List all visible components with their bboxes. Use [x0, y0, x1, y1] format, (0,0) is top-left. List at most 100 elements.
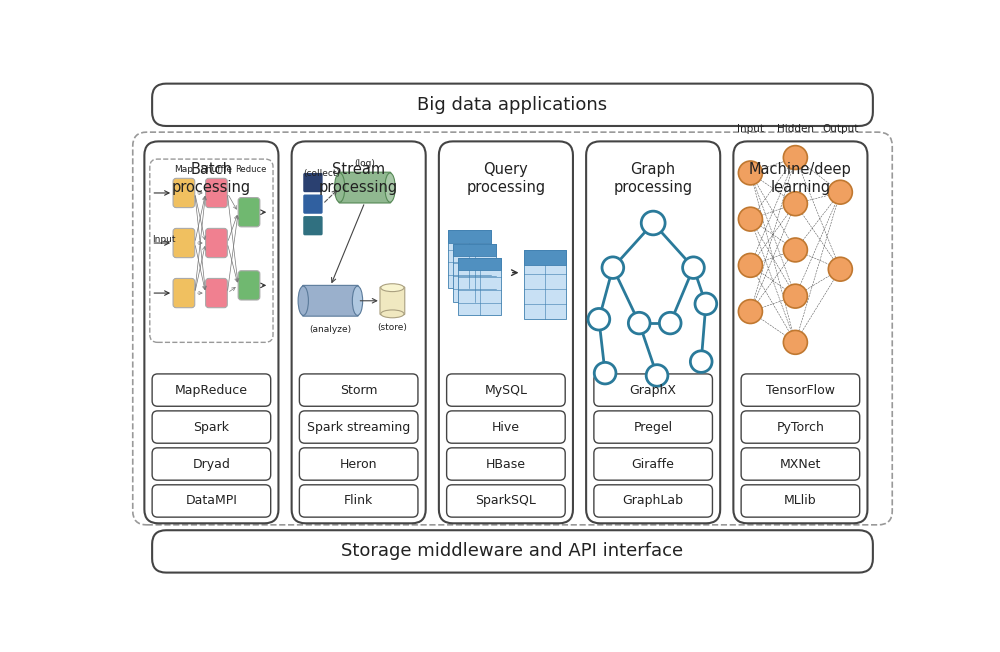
Circle shape	[828, 258, 852, 281]
Circle shape	[783, 238, 807, 262]
Text: Machine/deep
learning: Machine/deep learning	[749, 162, 852, 195]
FancyBboxPatch shape	[173, 278, 195, 308]
Text: Spark streaming: Spark streaming	[307, 421, 410, 434]
FancyBboxPatch shape	[303, 216, 323, 235]
Circle shape	[738, 161, 762, 185]
FancyBboxPatch shape	[453, 244, 496, 301]
FancyBboxPatch shape	[152, 530, 873, 572]
FancyBboxPatch shape	[173, 179, 195, 207]
FancyBboxPatch shape	[299, 485, 418, 517]
Ellipse shape	[335, 173, 345, 202]
Circle shape	[641, 211, 665, 235]
Ellipse shape	[381, 284, 404, 291]
FancyBboxPatch shape	[152, 83, 873, 126]
Text: Flink: Flink	[344, 494, 373, 507]
FancyBboxPatch shape	[439, 141, 573, 524]
FancyBboxPatch shape	[586, 141, 720, 524]
Text: Output: Output	[822, 125, 859, 134]
Text: MLlib: MLlib	[784, 494, 817, 507]
FancyBboxPatch shape	[150, 159, 273, 342]
FancyBboxPatch shape	[458, 258, 501, 316]
Text: (log): (log)	[354, 158, 375, 168]
Circle shape	[738, 207, 762, 231]
Text: Pregel: Pregel	[634, 421, 673, 434]
Text: MySQL: MySQL	[484, 383, 527, 396]
Circle shape	[628, 312, 650, 334]
FancyBboxPatch shape	[303, 173, 323, 192]
FancyBboxPatch shape	[458, 258, 501, 271]
FancyBboxPatch shape	[292, 141, 426, 524]
Text: Map: Map	[174, 164, 193, 173]
Text: SparkSQL: SparkSQL	[475, 494, 536, 507]
Circle shape	[690, 351, 712, 372]
Text: Reduce: Reduce	[235, 164, 266, 173]
Text: Batch
processing: Batch processing	[172, 162, 251, 195]
Text: (store): (store)	[377, 323, 407, 332]
Text: Dryad: Dryad	[192, 458, 230, 471]
FancyBboxPatch shape	[524, 250, 566, 319]
Text: HBase: HBase	[486, 458, 526, 471]
FancyBboxPatch shape	[173, 228, 195, 258]
FancyBboxPatch shape	[741, 485, 860, 517]
FancyBboxPatch shape	[206, 228, 227, 258]
Circle shape	[783, 192, 807, 216]
Text: Hive: Hive	[492, 421, 520, 434]
FancyBboxPatch shape	[339, 172, 391, 203]
Text: GraphLab: GraphLab	[623, 494, 684, 507]
Circle shape	[783, 145, 807, 170]
FancyBboxPatch shape	[152, 448, 271, 480]
Text: Big data applications: Big data applications	[417, 96, 608, 114]
Ellipse shape	[352, 286, 363, 316]
FancyBboxPatch shape	[144, 141, 278, 524]
Text: (analyze): (analyze)	[309, 325, 351, 334]
FancyBboxPatch shape	[238, 271, 260, 300]
FancyBboxPatch shape	[524, 250, 566, 265]
Text: Heron: Heron	[340, 458, 377, 471]
Text: Query
processing: Query processing	[466, 162, 545, 195]
FancyBboxPatch shape	[447, 448, 565, 480]
FancyBboxPatch shape	[741, 448, 860, 480]
FancyBboxPatch shape	[448, 230, 491, 288]
Text: Spark: Spark	[193, 421, 229, 434]
FancyBboxPatch shape	[302, 286, 358, 316]
Text: MapReduce: MapReduce	[175, 383, 248, 396]
Text: DataMPI: DataMPI	[185, 494, 237, 507]
Text: MXNet: MXNet	[780, 458, 821, 471]
Circle shape	[738, 300, 762, 323]
FancyBboxPatch shape	[447, 374, 565, 406]
FancyBboxPatch shape	[380, 287, 405, 315]
FancyBboxPatch shape	[594, 411, 712, 443]
Circle shape	[602, 257, 624, 278]
FancyBboxPatch shape	[299, 411, 418, 443]
FancyBboxPatch shape	[447, 485, 565, 517]
FancyBboxPatch shape	[594, 448, 712, 480]
FancyBboxPatch shape	[594, 485, 712, 517]
FancyBboxPatch shape	[206, 278, 227, 308]
FancyBboxPatch shape	[741, 411, 860, 443]
Text: PyTorch: PyTorch	[776, 421, 824, 434]
Circle shape	[646, 364, 668, 386]
FancyBboxPatch shape	[741, 374, 860, 406]
FancyBboxPatch shape	[303, 194, 323, 214]
Ellipse shape	[298, 286, 308, 316]
Text: Giraffe: Giraffe	[632, 458, 675, 471]
Circle shape	[659, 312, 681, 334]
Text: Input: Input	[152, 235, 176, 244]
Text: Shuffle: Shuffle	[200, 164, 232, 173]
FancyBboxPatch shape	[453, 244, 496, 256]
Text: TensorFlow: TensorFlow	[766, 383, 835, 396]
Text: Graph
processing: Graph processing	[614, 162, 693, 195]
Text: Hidden: Hidden	[777, 125, 814, 134]
FancyBboxPatch shape	[447, 411, 565, 443]
FancyBboxPatch shape	[152, 485, 271, 517]
FancyBboxPatch shape	[299, 448, 418, 480]
Circle shape	[594, 363, 616, 384]
Text: Storage middleware and API interface: Storage middleware and API interface	[341, 542, 684, 561]
FancyBboxPatch shape	[594, 374, 712, 406]
Circle shape	[695, 293, 717, 315]
Text: (collect): (collect)	[303, 169, 340, 178]
Circle shape	[738, 254, 762, 277]
FancyBboxPatch shape	[152, 374, 271, 406]
FancyBboxPatch shape	[448, 230, 491, 243]
Ellipse shape	[385, 173, 395, 202]
